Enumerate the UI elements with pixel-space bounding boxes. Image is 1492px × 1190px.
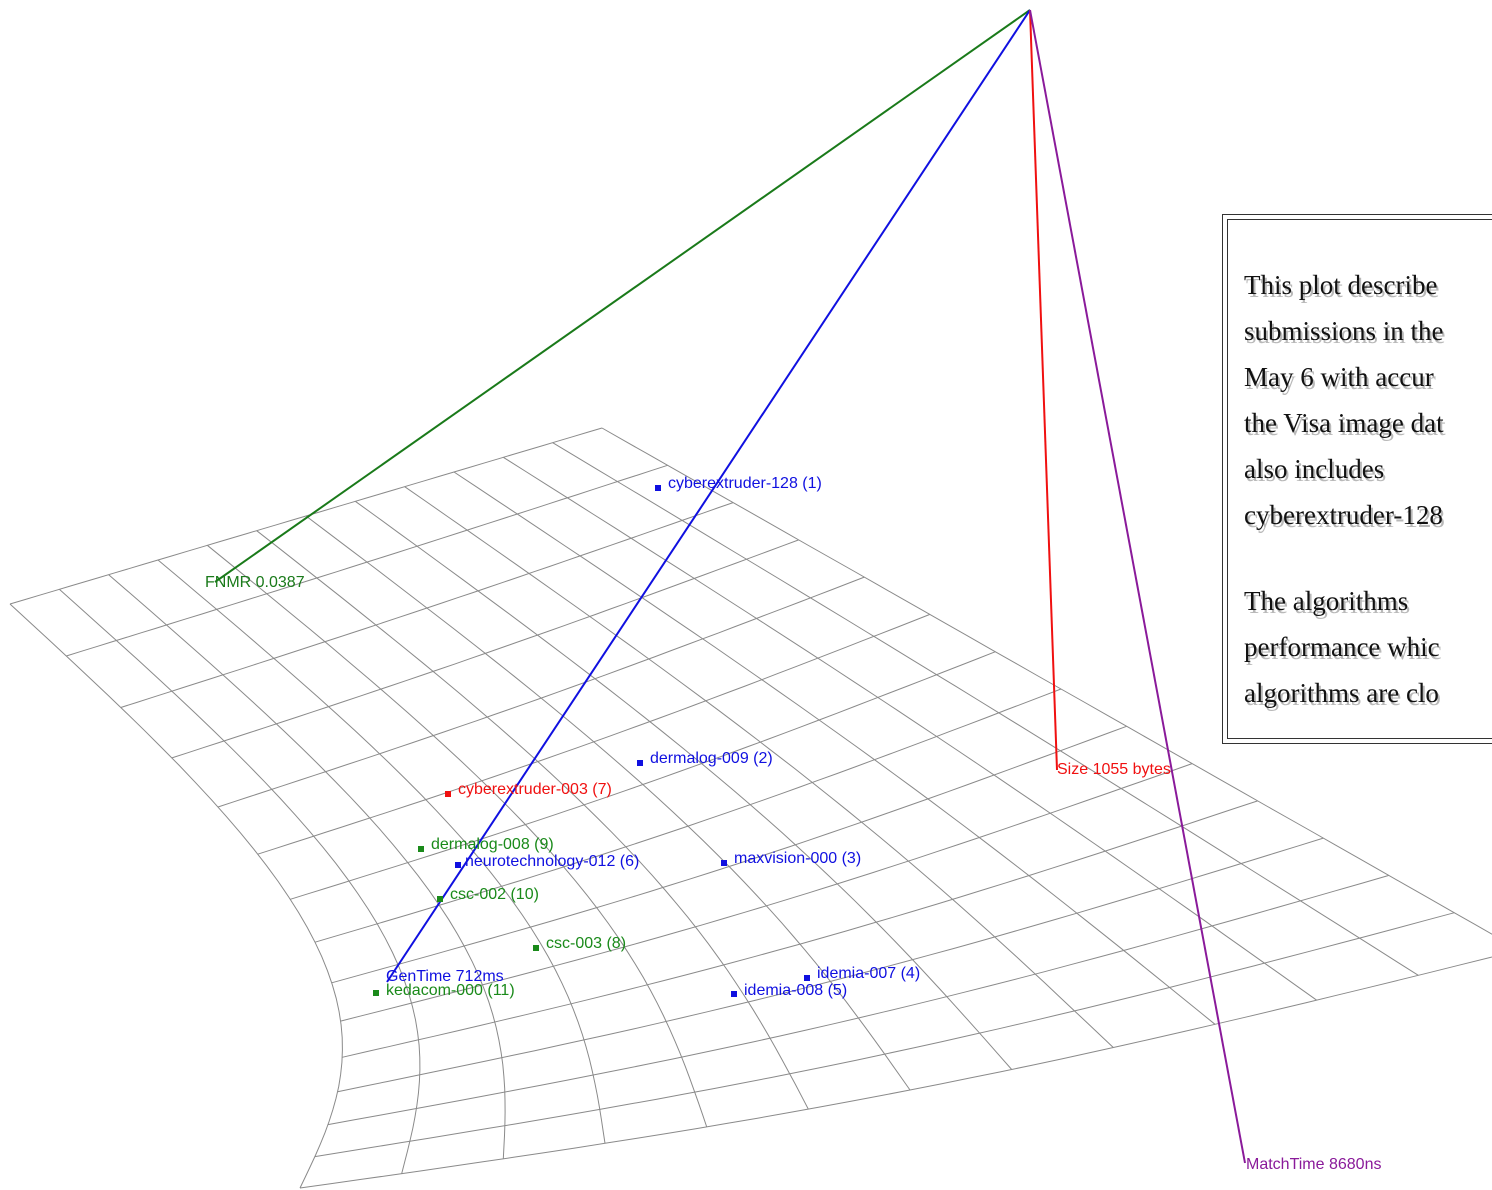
algorithm-point[interactable]: dermalog-008 (9) [418,836,554,853]
algorithm-point[interactable]: neurotechnology-012 (6) [455,853,639,870]
algorithm-point[interactable]: cyberextruder-128 (1) [655,475,822,492]
mesh-line [66,464,668,657]
axis-labels: FNMR 0.0387 GenTime 712ms Size 1055 byte… [205,574,1381,1173]
surface-mesh [9,427,1492,1189]
point-marker [637,760,643,766]
mesh-line [299,956,1492,1189]
point-label: kedacom-000 (11) [386,982,515,999]
point-marker [655,485,661,491]
point-label: dermalog-008 (9) [431,836,554,853]
point-label: neurotechnology-012 (6) [465,853,639,870]
algorithm-points: cyberextruder-128 (1) dermalog-009 (2) c… [373,475,920,999]
algorithm-point[interactable]: csc-003 (8) [533,935,626,952]
mesh-line [314,688,1062,943]
description-line: also includes [1244,454,1385,484]
mesh-line [9,603,343,1189]
mesh-line [120,502,734,708]
description-line: May 6 with accur [1244,362,1434,392]
matchtime-axis-label: MatchTime 8680ns [1246,1156,1381,1173]
mesh-line [305,515,911,1091]
mesh-line [342,800,1258,1058]
mesh-line [256,530,809,1110]
fnmr-axis-label: FNMR 0.0387 [205,574,305,591]
description-line: The algorithms [1244,586,1409,616]
algorithm-point[interactable]: maxvision-000 (3) [721,850,861,867]
description-line: performance whic [1244,632,1440,662]
fnmr-axis-line [214,9,1031,583]
axis-lines [214,9,1246,1164]
mesh-line [314,912,1455,1158]
point-label: maxvision-000 (3) [734,850,861,867]
mesh-line [331,725,1127,984]
description-paragraph-1: This plot describe submissions in the Ma… [1244,262,1492,538]
point-label: cyberextruder-003 (7) [458,781,612,798]
algorithm-point[interactable]: kedacom-000 (11) [373,982,515,999]
point-label: csc-002 (10) [450,886,539,903]
point-marker [533,945,539,951]
description-line: This plot describe [1244,270,1438,300]
description-line: submissions in the [1244,316,1444,346]
matchtime-axis-line [1029,9,1246,1164]
mesh-line [9,427,603,605]
size-axis-line [1029,9,1058,771]
point-marker [418,846,424,852]
size-axis-label: Size 1055 bytes [1057,761,1171,778]
algorithm-point[interactable]: csc-002 (10) [437,886,539,903]
point-marker [721,860,727,866]
description-paragraph-2: The algorithms performance whic algorith… [1244,578,1492,716]
algorithm-point[interactable]: dermalog-009 (2) [637,750,773,767]
description-box: This plot describe submissions in the Ma… [1222,214,1492,744]
point-label: csc-003 (8) [546,935,626,952]
point-marker [445,791,451,797]
mesh-line [171,539,799,759]
mesh-line [404,486,1114,1048]
mesh-line [217,576,865,808]
algorithm-point[interactable]: cyberextruder-003 (7) [445,781,612,798]
algorithm-point[interactable]: idemia-007 (4) [804,965,920,982]
description-line: cyberextruder-128 [1244,500,1443,530]
point-marker [437,896,443,902]
point-marker [804,975,810,981]
gentime-axis-line [386,9,1031,983]
point-marker [373,990,379,996]
point-marker [455,862,461,868]
description-line: algorithms are clo [1244,678,1439,708]
point-marker [731,991,737,997]
mesh-line [340,763,1193,1022]
point-label: cyberextruder-128 (1) [668,475,822,492]
mesh-line [108,574,506,1159]
mesh-line [257,613,931,855]
mesh-line [503,456,1317,1001]
point-label: idemia-008 (5) [744,982,847,999]
gentime-axis-label: GenTime 712ms [386,968,504,985]
description-inner-frame: This plot describe submissions in the Ma… [1227,219,1492,739]
mesh-line [290,651,996,900]
point-label: dermalog-009 (2) [650,750,773,767]
point-label: idemia-007 (4) [817,965,920,982]
description-line: the Visa image dat [1244,408,1444,438]
mesh-line [327,874,1390,1126]
algorithm-point[interactable]: idemia-008 (5) [731,982,847,999]
mesh-line [337,837,1324,1093]
